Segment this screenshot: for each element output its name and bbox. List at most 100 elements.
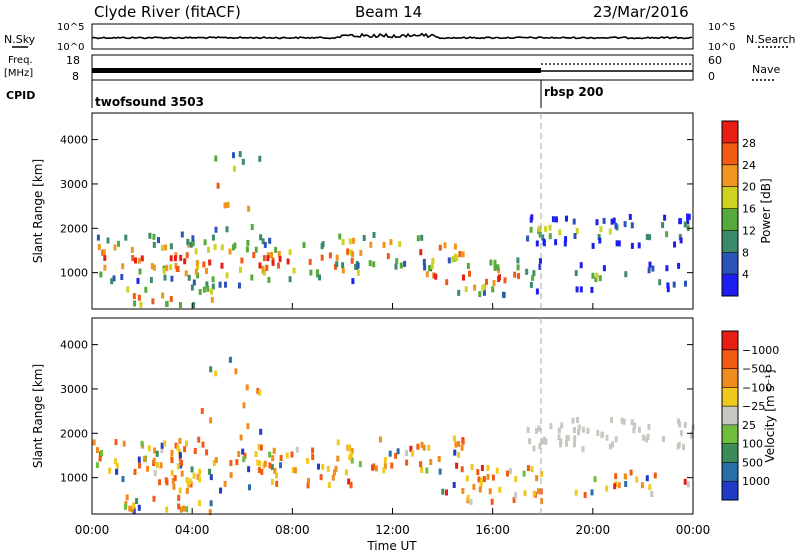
range-gate-cell: [647, 267, 651, 274]
colorbar-segment: [722, 142, 738, 166]
range-gate-cell: [183, 258, 187, 265]
nsky-label: N.Sky: [4, 33, 36, 46]
range-gate-cell: [178, 487, 182, 494]
power-panel: 1000 2000 3000 4000 Slant Range [km] 4 8 12 16…: [31, 112, 773, 310]
range-gate-cell: [598, 275, 602, 282]
range-gate-cell: [633, 422, 637, 429]
range-gate-cell: [205, 268, 208, 274]
x-tick-label: 04:00: [175, 523, 210, 537]
range-gate-cell: [346, 248, 350, 255]
x-tick-label: 08:00: [275, 523, 310, 537]
range-gate-cell: [165, 300, 169, 307]
range-gate-cell: [574, 270, 578, 277]
range-gate-cell: [170, 469, 174, 476]
range-gate-cell: [512, 496, 516, 503]
range-gate-cell: [137, 257, 141, 264]
range-gate-cell: [209, 288, 213, 295]
range-gate-cell: [250, 274, 254, 281]
range-gate-cell: [121, 263, 125, 270]
range-gate-cell: [188, 478, 192, 485]
range-gate-cell: [163, 274, 167, 281]
range-gate-cell: [374, 465, 378, 472]
range-gate-cell: [452, 435, 456, 442]
range-gate-cell: [595, 219, 599, 226]
range-gate-cell: [321, 463, 325, 470]
range-gate-cell: [486, 464, 490, 471]
range-gate-cell: [150, 263, 154, 270]
range-gate-cell: [306, 482, 310, 489]
range-gate-cell: [532, 445, 536, 452]
range-gate-cell: [530, 466, 534, 473]
colorbar-segment: [722, 462, 738, 482]
range-gate-cell: [416, 443, 420, 450]
range-gate-cell: [356, 269, 360, 276]
range-gate-cell: [117, 240, 120, 247]
range-gate-cell: [586, 427, 590, 434]
colorbar-segment: [722, 274, 738, 297]
velocity-data: [92, 356, 695, 516]
range-gate-cell: [130, 246, 134, 253]
range-gate-cell: [358, 461, 362, 468]
range-gate-cell: [372, 232, 376, 238]
range-gate-cell: [557, 434, 561, 441]
range-gate-cell: [683, 478, 687, 485]
station-title: Clyde River (fitACF): [94, 3, 241, 21]
range-gate-cell: [666, 286, 670, 293]
range-gate-cell: [216, 182, 220, 189]
range-gate-cell: [240, 257, 244, 264]
range-gate-cell: [126, 286, 130, 293]
range-gate-cell: [214, 370, 218, 377]
range-gate-cell: [191, 240, 195, 247]
range-gate-cell: [153, 470, 157, 477]
range-gate-cell: [646, 433, 650, 440]
range-gate-cell: [617, 482, 621, 489]
colorbar-tick-label: 20: [742, 181, 756, 194]
x-tick-label: 00:00: [676, 523, 711, 537]
range-gate-cell: [573, 435, 577, 442]
freq-unit-label: [MHz]: [4, 68, 33, 79]
range-gate-cell: [574, 489, 578, 496]
range-gate-cell: [177, 494, 181, 501]
range-gate-cell: [535, 428, 538, 434]
range-gate-cell: [270, 478, 274, 485]
range-gate-cell: [320, 254, 324, 261]
range-gate-cell: [155, 450, 159, 457]
range-gate-cell: [648, 261, 652, 268]
range-gate-cell: [257, 443, 261, 450]
range-gate-cell: [209, 366, 213, 373]
range-gate-cell: [176, 444, 180, 451]
range-gate-cell: [258, 262, 262, 269]
range-gate-cell: [650, 491, 654, 497]
range-gate-cell: [139, 301, 143, 308]
range-gate-cell: [395, 258, 399, 265]
range-gate-cell: [245, 384, 249, 391]
range-gate-cell: [184, 270, 188, 277]
range-gate-cell: [382, 242, 386, 248]
range-gate-cell: [491, 474, 495, 481]
range-gate-cell: [514, 476, 518, 483]
range-gate-cell: [350, 448, 354, 455]
range-gate-cell: [224, 281, 227, 288]
range-gate-cell: [159, 462, 163, 469]
range-gate-cell: [128, 505, 132, 512]
range-gate-cell: [174, 252, 178, 259]
range-gate-cell: [493, 264, 497, 271]
range-gate-cell: [351, 251, 355, 258]
range-gate-cell: [532, 490, 536, 497]
range-gate-cell: [590, 286, 594, 293]
range-gate-cell: [241, 448, 245, 455]
range-gate-cell: [146, 465, 149, 472]
range-gate-cell: [213, 243, 217, 250]
range-gate-cell: [163, 440, 167, 447]
velocity-ylabel: Slant Range [km]: [31, 364, 45, 468]
range-gate-cell: [137, 504, 141, 511]
nave-label: Nave: [752, 63, 780, 76]
range-gate-cell: [350, 257, 354, 264]
range-gate-cell: [318, 274, 321, 281]
range-gate-cell: [443, 242, 447, 249]
range-gate-cell: [555, 216, 558, 223]
range-gate-cell: [419, 461, 423, 468]
colorbar-segment: [722, 186, 738, 209]
range-gate-cell: [113, 458, 117, 465]
range-gate-cell: [198, 289, 202, 295]
